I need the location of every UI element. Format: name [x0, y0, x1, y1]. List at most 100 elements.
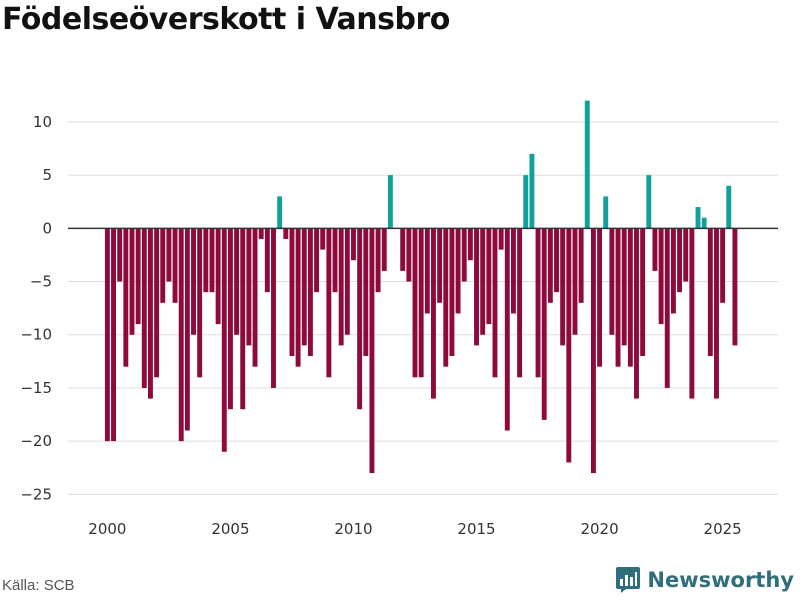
bar [670, 228, 676, 314]
bar [535, 228, 541, 378]
bar [627, 228, 633, 367]
bar [541, 228, 547, 420]
bar [332, 228, 338, 293]
bar [301, 228, 307, 346]
bar [640, 228, 646, 357]
chart-title: Födelseöverskott i Vansbro [2, 2, 450, 37]
bar [597, 228, 603, 367]
bar [431, 228, 436, 399]
bar [461, 228, 467, 282]
bar [578, 228, 584, 303]
bar [467, 228, 473, 261]
bar [424, 228, 430, 314]
bar [227, 228, 233, 410]
bar [123, 228, 129, 367]
bar [720, 228, 726, 303]
bar [351, 228, 356, 261]
bar [104, 228, 110, 442]
bar [314, 228, 320, 293]
bar [258, 228, 264, 239]
bar [517, 228, 523, 378]
bar [400, 228, 406, 271]
bar [240, 228, 246, 410]
x-tick-label: 2005 [211, 520, 249, 538]
x-tick-label: 2015 [457, 520, 495, 538]
bar [375, 228, 381, 293]
y-tick-label: −10 [20, 326, 52, 344]
bar [504, 228, 510, 431]
x-tick-label: 2020 [580, 520, 618, 538]
bar [221, 228, 227, 452]
bar [726, 185, 732, 229]
bar [295, 228, 301, 367]
bar [283, 228, 289, 239]
y-tick-label: −5 [30, 273, 52, 291]
bar [418, 228, 424, 378]
y-tick-label: −25 [20, 485, 52, 503]
bar [264, 228, 270, 293]
bar [480, 228, 486, 335]
bar [381, 228, 387, 271]
x-tick-label: 2000 [88, 520, 126, 538]
bar [369, 228, 375, 474]
x-tick-label: 2025 [704, 520, 742, 538]
bar [474, 228, 479, 346]
bar [363, 228, 369, 357]
bar [412, 228, 418, 378]
bar [166, 228, 172, 282]
bar [178, 228, 184, 442]
bar [406, 228, 412, 282]
bar [135, 228, 141, 325]
bar [621, 228, 627, 346]
bar [443, 228, 449, 367]
y-tick-label: −15 [20, 379, 52, 397]
bar [547, 228, 553, 303]
bar [689, 228, 695, 399]
brand-name: Newsworthy [647, 568, 794, 592]
bar [498, 228, 504, 250]
bar [701, 217, 707, 229]
bar [307, 228, 313, 357]
bar [320, 228, 326, 250]
bar [634, 228, 639, 399]
bar [529, 153, 535, 229]
bar [172, 228, 178, 303]
bar [510, 228, 516, 314]
bar [560, 228, 566, 346]
bar [658, 228, 664, 325]
bar [197, 228, 203, 378]
bar [271, 228, 276, 388]
brand: Newsworthy [615, 566, 794, 594]
bar [590, 228, 596, 474]
bar [732, 228, 738, 346]
bar [326, 228, 332, 378]
x-tick-label: 2010 [334, 520, 372, 538]
bar [615, 228, 621, 367]
bar [554, 228, 559, 293]
newsworthy-logo-icon [616, 567, 641, 593]
bar [566, 228, 572, 463]
y-tick-label: 10 [33, 113, 52, 131]
bar [141, 228, 147, 388]
y-tick-label: −20 [20, 432, 52, 450]
bar [215, 228, 221, 325]
bar [609, 228, 615, 335]
bar [677, 228, 683, 293]
bar [289, 228, 295, 357]
bar [160, 228, 166, 303]
bar [191, 228, 196, 335]
bar [234, 228, 240, 335]
bar [449, 228, 455, 357]
bar [117, 228, 123, 282]
bar [147, 228, 153, 399]
bar [154, 228, 160, 378]
bar [252, 228, 258, 367]
bar [184, 228, 190, 431]
bar [344, 228, 350, 335]
bar [603, 196, 609, 229]
bar [652, 228, 658, 271]
bar [486, 228, 492, 325]
bar [209, 228, 215, 293]
bar [523, 175, 529, 229]
